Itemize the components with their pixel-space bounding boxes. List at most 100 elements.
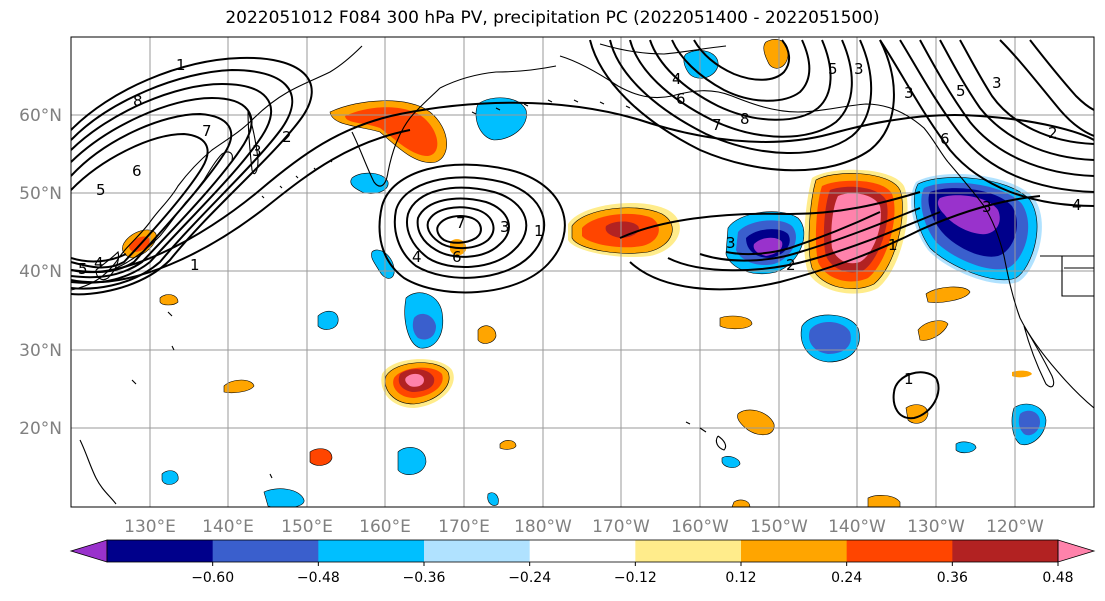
map-panel: 8 5 6 7 3 2 1 5 4 1 7 6 4 3 1 4 6 7 8 5 — [70, 36, 1095, 508]
pv-contour-line — [725, 211, 881, 256]
precip-negative-anomaly — [955, 441, 977, 454]
pv-contour-line — [699, 207, 921, 262]
coastlines — [71, 43, 1094, 505]
precip-negative-anomaly — [317, 310, 339, 330]
lon-label: 150°W — [750, 517, 808, 537]
colorbar-cell — [107, 540, 214, 562]
precip-negative-anomaly — [808, 321, 851, 354]
lon-label: 120°W — [986, 517, 1044, 537]
pv-contours — [71, 39, 1094, 420]
pv-contour-label: 8 — [133, 92, 143, 110]
pv-contour-line — [71, 253, 127, 263]
pv-contour-label: 4 — [672, 70, 682, 88]
map-frame — [70, 36, 1095, 508]
colorbar-cell — [424, 540, 531, 562]
precip-positive-anomaly — [867, 495, 901, 507]
pv-contour-line — [71, 132, 209, 269]
lon-label: 160°E — [359, 517, 411, 537]
precip-positive-anomaly — [737, 409, 775, 436]
pv-contour-line — [71, 68, 294, 290]
pv-contour-line — [879, 39, 1094, 207]
pv-contour-label: 1 — [190, 256, 200, 274]
lon-label: 140°E — [202, 517, 254, 537]
precip-negative-anomaly — [412, 313, 436, 340]
pv-contour-label: 4 — [94, 254, 104, 272]
pv-contour-line — [619, 191, 921, 239]
pv-contour-label: 5 — [78, 260, 88, 278]
precip-positive-anomaly — [1012, 370, 1032, 378]
pv-contour-line — [693, 39, 790, 81]
pv-contour-label: 2 — [786, 256, 796, 274]
lon-label: 130°W — [907, 517, 965, 537]
pv-contour-line — [899, 39, 1094, 193]
lon-label: 140°W — [828, 517, 886, 537]
pv-contour-line — [393, 176, 546, 279]
colorbar-frame — [106, 539, 1059, 563]
lon-label: 170°W — [592, 517, 650, 537]
pv-contour-label: 7 — [202, 122, 212, 140]
pv-contour-line — [939, 39, 1094, 161]
precip-positive-anomaly — [309, 448, 333, 466]
colorbar-tick-label: 0.36 — [937, 570, 968, 586]
pv-contour-line — [671, 39, 811, 102]
lat-label: 40°N — [19, 262, 62, 282]
pv-contour-label: 2 — [1048, 124, 1058, 142]
precip-negative-anomaly — [397, 447, 427, 475]
lat-label: 60°N — [19, 106, 62, 126]
lon-label: 130°E — [124, 517, 176, 537]
pv-contour-label: 1 — [534, 222, 544, 240]
colorbar-cell — [635, 540, 742, 562]
pv-contour-label: 5 — [828, 60, 838, 78]
pv-contour-line — [892, 371, 940, 420]
lon-label: 180°W — [514, 517, 572, 537]
precip-negative-anomaly — [721, 456, 741, 468]
pv-contour-line — [406, 186, 528, 268]
precip-negative-anomaly — [1018, 410, 1040, 436]
pv-contour-label: 4 — [1072, 196, 1082, 214]
precip-negative-anomaly — [475, 97, 527, 141]
precip-negative-anomaly — [937, 195, 1000, 235]
pv-contour-labels: 8 5 6 7 3 2 1 5 4 1 7 6 4 3 1 4 6 7 8 5 — [78, 56, 1082, 388]
pv-contour-line — [589, 39, 895, 172]
pv-contour-line — [609, 39, 873, 155]
pv-contour-label: 1 — [176, 56, 186, 74]
pv-contour-line — [416, 197, 510, 258]
colorbar-tick-label: −0.36 — [403, 570, 446, 586]
pv-contour-label: 4 — [412, 248, 422, 266]
pv-contour-label: 5 — [956, 82, 966, 100]
colorbar: −0.60 −0.48 −0.36 −0.24 −0.12 0.12 0.24 0.36 0.4… — [69, 539, 1096, 586]
precip-positive-anomaly — [477, 325, 497, 344]
pv-contour-line — [919, 39, 1094, 177]
pv-contour-label: 3 — [904, 84, 914, 102]
colorbar-tick-label: −0.48 — [297, 570, 340, 586]
lon-label: 170°E — [438, 517, 490, 537]
lon-label: 160°W — [671, 517, 729, 537]
colorbar-cell — [846, 540, 953, 562]
pv-contour-label: 6 — [940, 130, 950, 148]
pv-contour-line — [1029, 39, 1094, 111]
precip-negative-anomaly — [263, 488, 305, 507]
precip-positive-anomaly — [159, 294, 179, 306]
colorbar-tick-label: 0.12 — [725, 570, 756, 586]
colorbar-cell — [212, 540, 319, 562]
lat-label: 20°N — [19, 419, 62, 439]
pv-contour-line — [426, 206, 495, 250]
precip-positive-anomaly — [405, 373, 424, 387]
colorbar-cell — [529, 540, 636, 562]
colorbar-tick-label: −0.60 — [191, 570, 234, 586]
lat-label: 30°N — [19, 341, 62, 361]
colorbar-cell — [318, 540, 425, 562]
precip-positive-anomaly — [499, 440, 517, 450]
pv-contour-label: 6 — [452, 248, 462, 266]
pv-contour-label: 2 — [282, 128, 292, 146]
pv-contour-line — [71, 82, 273, 284]
colorbar-extend-min — [69, 539, 108, 563]
colorbar-extend-max — [1057, 539, 1096, 563]
pv-contour-label: 7 — [456, 214, 466, 232]
pv-contour-label: 3 — [854, 60, 864, 78]
pv-contour-label: 3 — [982, 198, 992, 216]
colorbar-tick-label: 0.24 — [831, 570, 862, 586]
pv-contour-line — [649, 39, 832, 121]
colorbar-cell — [741, 540, 848, 562]
